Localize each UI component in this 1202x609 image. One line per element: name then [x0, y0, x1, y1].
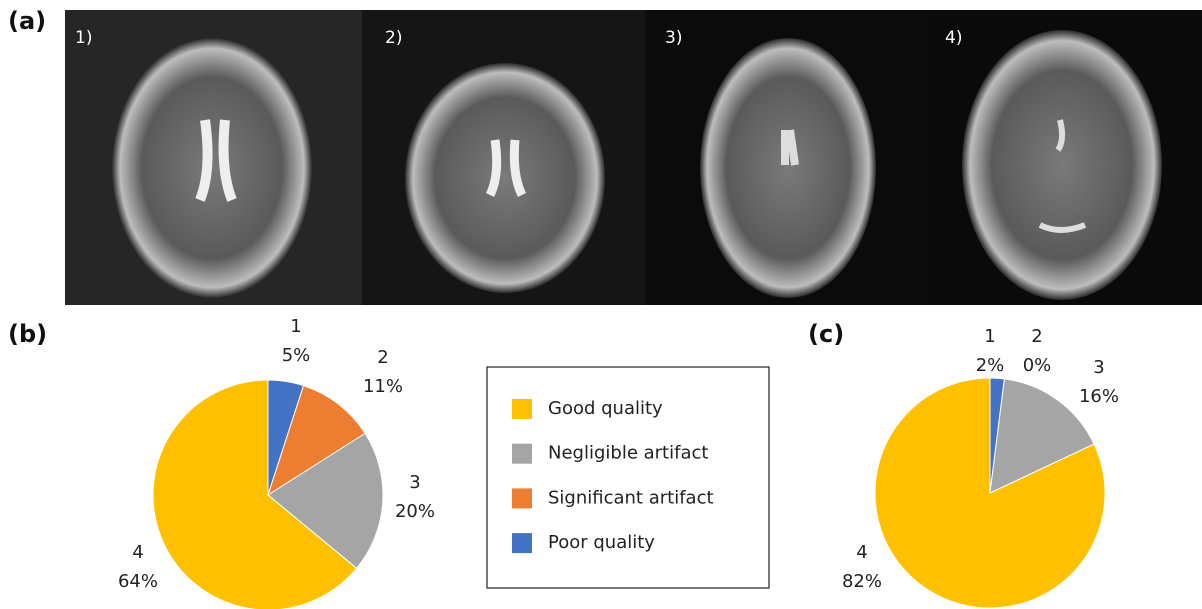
legend-label: Significant artifact — [548, 487, 714, 508]
slice-percent: 0% — [1023, 355, 1052, 376]
slice-percent: 16% — [1079, 386, 1119, 407]
panel-label: (b) — [8, 320, 47, 348]
slice-percent: 64% — [118, 571, 158, 592]
ventricle — [195, 119, 237, 202]
image-label: 1) — [75, 28, 92, 48]
panel-label: (a) — [8, 7, 46, 35]
slice-percent: 11% — [363, 376, 403, 397]
image-label: 3) — [665, 28, 682, 48]
pie-slice — [874, 377, 1106, 609]
slice-percent: 20% — [395, 501, 435, 522]
slice-percent: 82% — [842, 571, 882, 592]
legend-label: Negligible artifact — [548, 443, 708, 464]
legend-swatch — [512, 488, 532, 509]
pie-slice — [989, 378, 1095, 494]
ventricle — [485, 139, 527, 198]
slice-category: 4 — [132, 542, 143, 563]
legend-label: Poor quality — [548, 532, 655, 553]
brain — [700, 38, 876, 298]
slice-percent: 5% — [282, 345, 311, 366]
slice-category: 1 — [290, 316, 301, 337]
slice-category: 4 — [856, 542, 867, 563]
legend-swatch — [512, 533, 532, 554]
slice-category: 3 — [409, 472, 420, 493]
ventricle — [781, 129, 799, 166]
slice-category: 2 — [1031, 326, 1042, 347]
slice-category: 1 — [984, 326, 995, 347]
image-strip — [65, 10, 1202, 305]
pie-slice — [152, 379, 358, 609]
image-label: 2) — [385, 28, 402, 48]
brain — [405, 63, 605, 293]
legend-swatch — [512, 443, 532, 464]
slice-category: 2 — [377, 347, 388, 368]
legend-swatch — [512, 399, 532, 419]
pie-slice — [267, 432, 384, 570]
brain — [962, 30, 1162, 300]
image-label: 4) — [945, 28, 962, 48]
slice-percent: 2% — [976, 355, 1005, 376]
ventricle — [1038, 119, 1087, 233]
legend-box — [486, 366, 770, 589]
panel-label: (c) — [808, 320, 844, 348]
slice-category: 3 — [1093, 357, 1104, 378]
legend-label: Good quality — [548, 398, 663, 419]
pie-slice — [267, 384, 366, 497]
